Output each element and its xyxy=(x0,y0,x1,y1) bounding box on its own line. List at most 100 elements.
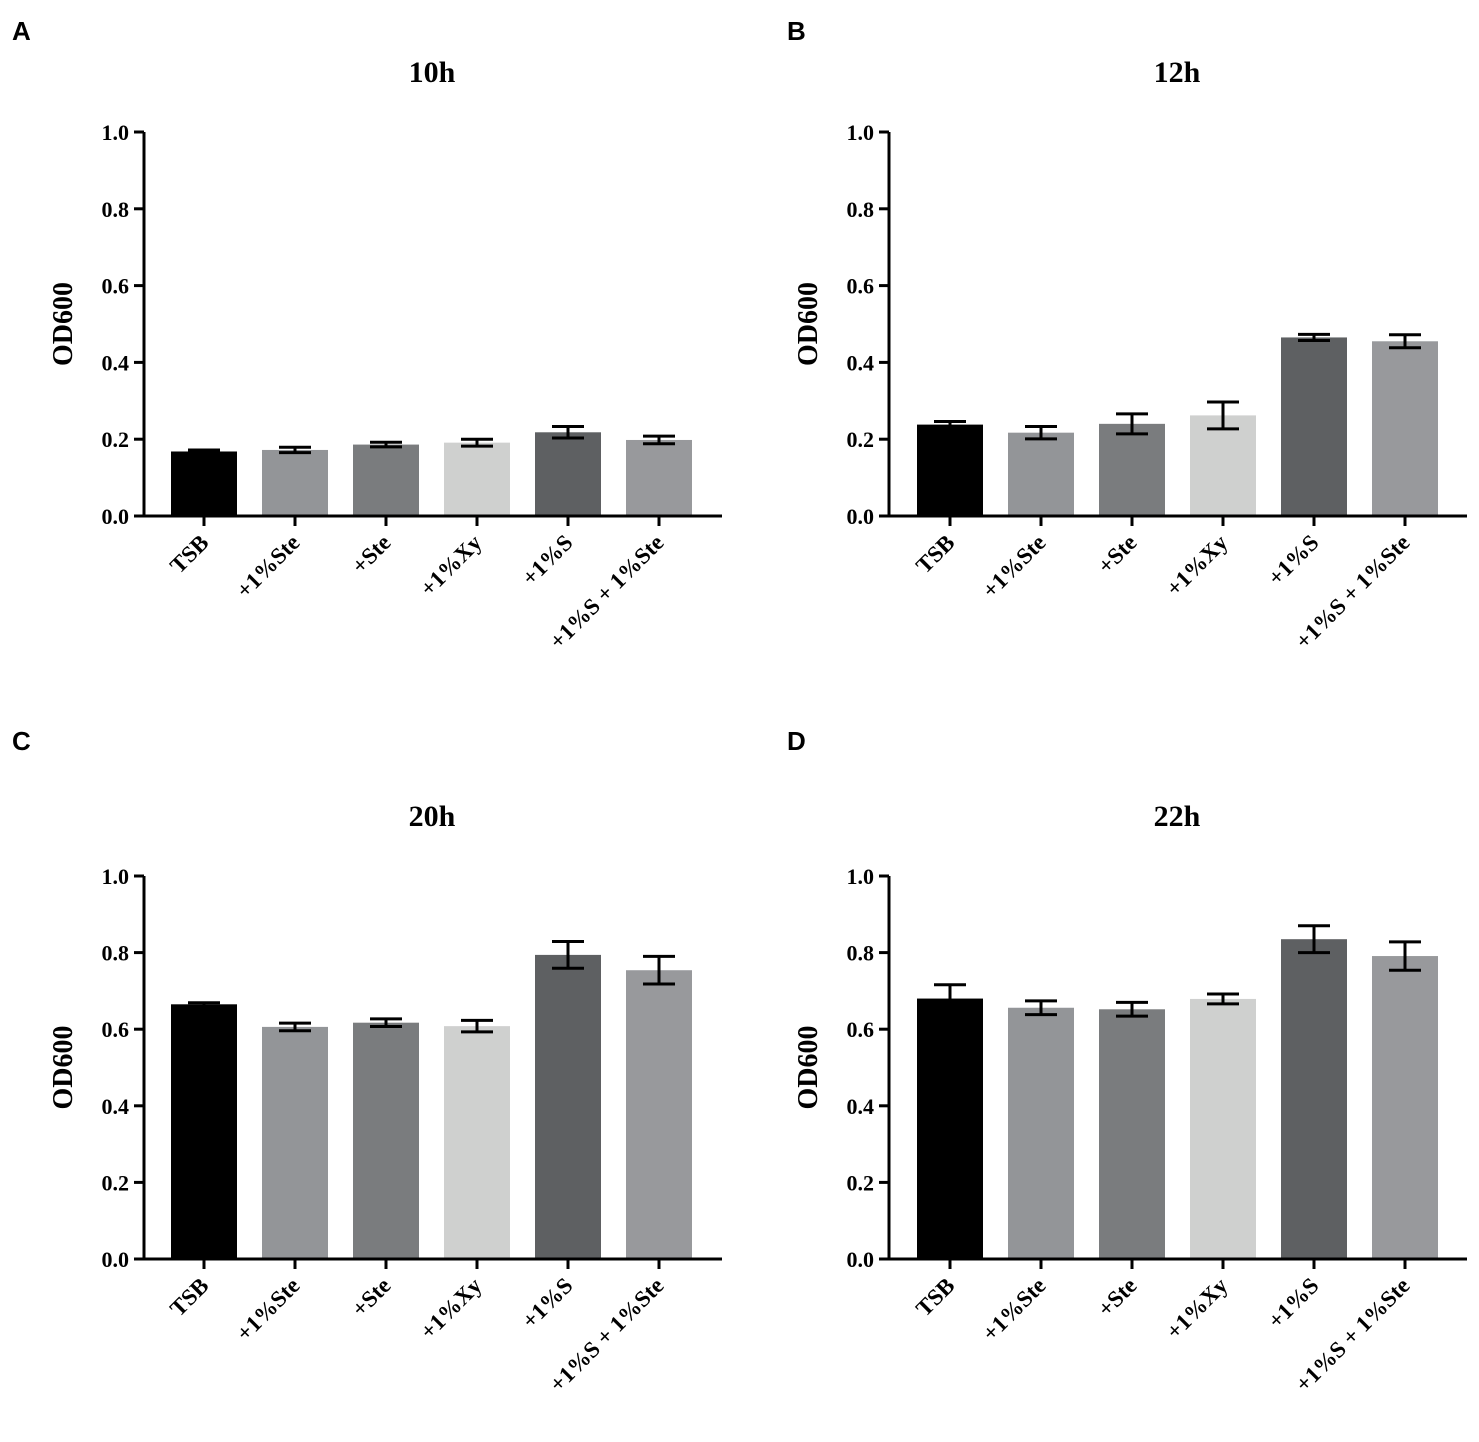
error-bar xyxy=(1207,400,1239,431)
error-bar xyxy=(1389,940,1421,972)
y-tick-label: 0.2 xyxy=(102,1170,130,1195)
error-bar xyxy=(643,954,675,986)
x-category-label: +1%Xy xyxy=(415,1273,487,1345)
panel-letter: A xyxy=(12,16,31,46)
bar xyxy=(1008,1007,1074,1259)
x-category-label: TSB xyxy=(911,530,959,578)
error-bar xyxy=(1298,332,1330,343)
x-category-label: TSB xyxy=(165,1273,213,1321)
bar xyxy=(535,432,601,516)
x-category-label: +Ste xyxy=(1093,1273,1142,1322)
x-category-label: +Ste xyxy=(1093,530,1142,579)
error-bar xyxy=(934,983,966,1014)
y-tick-label: 0.0 xyxy=(847,504,875,529)
x-category-label: +1%S xyxy=(517,1273,577,1333)
y-tick-label: 0.8 xyxy=(847,941,875,966)
error-bar xyxy=(552,425,584,440)
bar xyxy=(626,970,692,1259)
chart-title: 20h xyxy=(409,800,456,833)
bar xyxy=(171,1004,237,1259)
bar xyxy=(1099,1009,1165,1259)
y-tick-label: 1.0 xyxy=(847,864,875,889)
y-tick-label: 0.6 xyxy=(102,1017,130,1042)
bar xyxy=(353,444,419,516)
y-tick-label: 1.0 xyxy=(102,864,130,889)
error-bar xyxy=(370,1017,402,1029)
panel-letter: C xyxy=(12,726,31,756)
y-axis-label: OD600 xyxy=(48,282,79,366)
error-bar xyxy=(934,420,966,430)
bar xyxy=(444,442,510,516)
bar xyxy=(1099,423,1165,516)
bar xyxy=(626,439,692,516)
chart-panel-c: C 20h OD600 0.0 0.2 0.4 0.6 0.8 1.0 TSB +1%Ste +Ste… xyxy=(12,726,722,1397)
bar xyxy=(535,954,601,1259)
error-bar xyxy=(1116,412,1148,436)
bar xyxy=(1008,432,1074,516)
x-category-label: +1%Ste xyxy=(232,1273,305,1346)
chart-title: 12h xyxy=(1154,56,1201,89)
x-category-label: +1%Ste xyxy=(978,530,1051,603)
y-axis-label: OD600 xyxy=(48,1026,79,1110)
y-tick-label: 0.4 xyxy=(102,350,130,375)
x-category-label: +1%S xyxy=(517,530,577,590)
error-bar xyxy=(1025,999,1057,1017)
bar xyxy=(1281,337,1347,516)
error-bar xyxy=(461,1018,493,1034)
y-tick-label: 0.2 xyxy=(847,427,875,452)
error-bar xyxy=(1207,992,1239,1006)
error-bar xyxy=(1025,425,1057,441)
bar xyxy=(262,1026,328,1259)
y-tick-label: 0.4 xyxy=(102,1094,130,1119)
x-category-label: +1%Ste xyxy=(978,1273,1051,1346)
error-bar xyxy=(188,1001,220,1008)
bar xyxy=(1190,415,1256,516)
bar xyxy=(171,451,237,516)
chart-panel-b: B 12h OD600 0.0 0.2 0.4 0.6 0.8 1.0 TSB +1%Ste +Ste… xyxy=(787,16,1467,654)
error-bar xyxy=(188,448,220,455)
y-tick-label: 1.0 xyxy=(102,120,130,145)
y-axis-label: OD600 xyxy=(793,282,824,366)
chart-title: 22h xyxy=(1154,800,1201,833)
chart-panel-a: A 10h OD600 0.0 0.2 0.4 0.6 0.8 1.0 TSB +1%Ste +Ste… xyxy=(12,16,722,654)
panel-letter: D xyxy=(787,726,806,756)
x-category-label: +1%Xy xyxy=(415,530,487,602)
error-bar xyxy=(552,939,584,970)
error-bar xyxy=(279,445,311,455)
bar xyxy=(444,1026,510,1259)
x-category-label: +1%Xy xyxy=(1161,1273,1233,1345)
bar xyxy=(917,998,983,1259)
y-tick-label: 0.6 xyxy=(847,1017,875,1042)
bar xyxy=(262,449,328,516)
bar xyxy=(1190,998,1256,1259)
bar xyxy=(1372,956,1438,1259)
x-category-label: +Ste xyxy=(347,530,396,579)
x-category-label: TSB xyxy=(165,530,213,578)
y-axis-label: OD600 xyxy=(793,1026,824,1110)
x-category-label: +1%Xy xyxy=(1161,530,1233,602)
x-category-label: +1%S xyxy=(1263,1273,1323,1333)
x-category-label: +Ste xyxy=(347,1273,396,1322)
x-category-label: +1%Ste xyxy=(232,530,305,603)
y-tick-label: 0.6 xyxy=(102,274,130,299)
x-category-label: TSB xyxy=(911,1273,959,1321)
y-tick-label: 0.4 xyxy=(847,350,875,375)
error-bar xyxy=(643,434,675,446)
y-tick-label: 0.2 xyxy=(847,1170,875,1195)
chart-panel-d: D 22h OD600 0.0 0.2 0.4 0.6 0.8 1.0 TSB +1%Ste +Ste… xyxy=(787,726,1467,1397)
error-bar xyxy=(1389,333,1421,350)
bar xyxy=(917,424,983,516)
error-bar xyxy=(279,1021,311,1033)
error-bar xyxy=(461,437,493,448)
error-bar xyxy=(370,440,402,449)
y-tick-label: 0.8 xyxy=(847,197,875,222)
bar xyxy=(353,1022,419,1259)
panel-letter: B xyxy=(787,16,806,46)
bar xyxy=(1372,341,1438,516)
y-tick-label: 0.8 xyxy=(102,197,130,222)
y-tick-label: 0.6 xyxy=(847,274,875,299)
y-tick-label: 1.0 xyxy=(847,120,875,145)
y-tick-label: 0.0 xyxy=(847,1247,875,1272)
y-tick-label: 0.2 xyxy=(102,427,130,452)
